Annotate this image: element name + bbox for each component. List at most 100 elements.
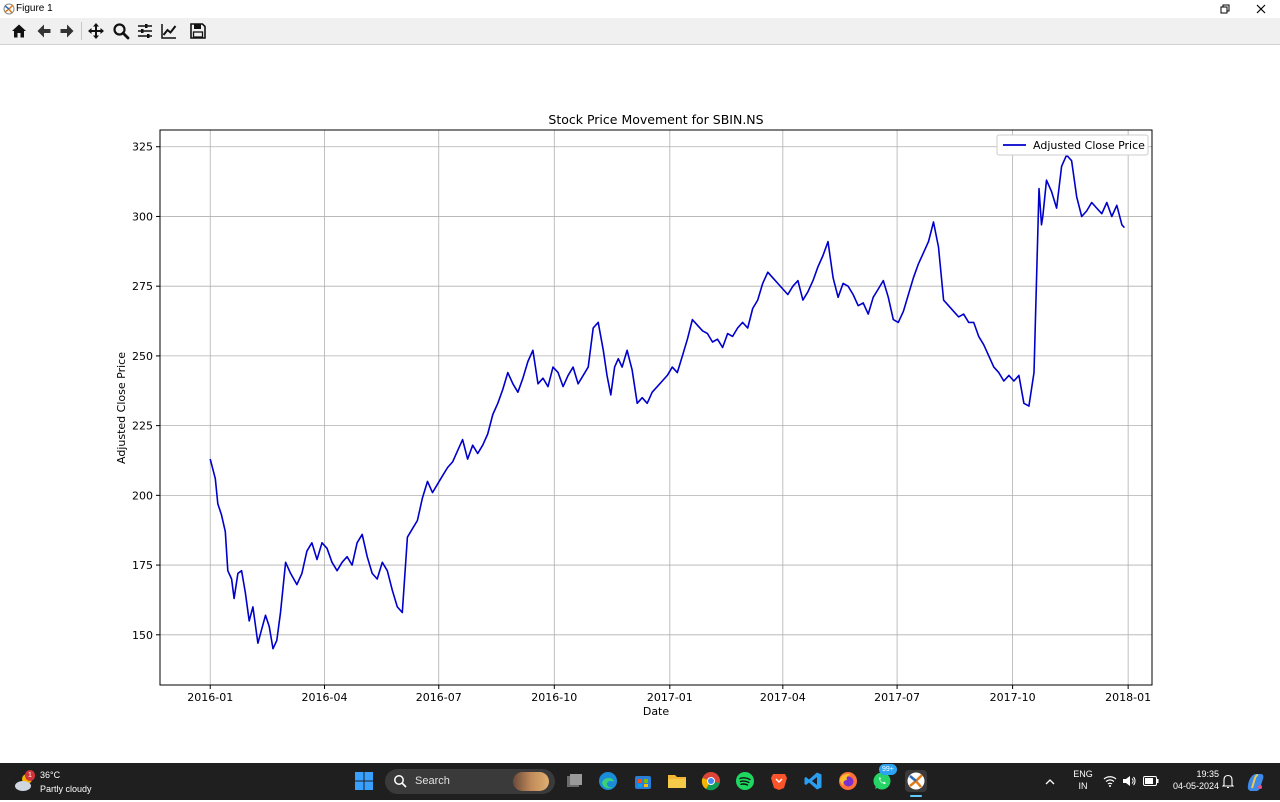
- y-tick-label: 300: [132, 210, 153, 223]
- store-icon: [635, 776, 651, 789]
- toolbar-separator: [81, 22, 82, 40]
- line-chart-icon: [161, 24, 177, 39]
- chevron-up-icon: [1045, 779, 1055, 785]
- chart-axes: 150 175 200 225 250 275 300 325 2016-01 2016-04 20…: [132, 129, 1153, 704]
- configure-subplots-button[interactable]: [134, 20, 156, 42]
- language-code: ENG: [1073, 769, 1093, 779]
- weather-widget[interactable]: 1 36°C Partly cloudy: [12, 767, 122, 797]
- sliders-icon: [138, 24, 152, 38]
- y-tick-label: 150: [132, 629, 153, 642]
- x-tick-label: 2016-04: [302, 691, 348, 704]
- language-indicator[interactable]: ENG IN: [1069, 763, 1097, 800]
- y-tick-label: 325: [132, 141, 153, 154]
- copilot-icon: [1247, 774, 1264, 791]
- x-tick-label: 2016-01: [187, 691, 233, 704]
- chrome-icon: [701, 772, 720, 791]
- taskbar-search[interactable]: Search: [385, 769, 555, 794]
- close-icon: [1256, 4, 1266, 14]
- y-tick-label: 200: [132, 489, 153, 502]
- taskbar-vscode[interactable]: [802, 770, 824, 792]
- x-tick-label: 2017-07: [874, 691, 920, 704]
- task-view-icon: [567, 774, 582, 787]
- zoom-button[interactable]: [110, 20, 132, 42]
- matplotlib-icon: [907, 772, 925, 790]
- x-axis-label: Date: [643, 705, 670, 718]
- edge-icon: [599, 772, 617, 790]
- firefox-icon: [839, 772, 857, 790]
- legend-label: Adjusted Close Price: [1033, 139, 1145, 152]
- edit-axis-button[interactable]: [158, 20, 180, 42]
- taskbar-firefox[interactable]: [837, 770, 859, 792]
- taskbar-task-view[interactable]: [563, 770, 585, 792]
- clock-date: 04-05-2024: [1172, 781, 1219, 791]
- home-button[interactable]: [8, 20, 30, 42]
- window-title: Figure 1: [16, 3, 53, 14]
- clock-time: 19:35: [1196, 769, 1219, 779]
- x-tick-label: 2017-04: [760, 691, 806, 704]
- y-tick-label: 275: [132, 280, 153, 293]
- x-tick-label: 2016-07: [416, 691, 462, 704]
- whatsapp-icon: [873, 772, 891, 790]
- series-line-adjusted-close: [209, 154, 1125, 650]
- window-title-bar: Figure 1: [0, 0, 1280, 18]
- y-tick-label: 250: [132, 350, 153, 363]
- taskbar-file-explorer[interactable]: [666, 770, 688, 792]
- home-icon: [12, 24, 26, 38]
- figure-canvas[interactable]: 150 175 200 225 250 275 300 325 2016-01 2016-04 20…: [0, 45, 1280, 763]
- volume-icon: [1123, 776, 1136, 786]
- x-tick-label: 2017-01: [647, 691, 693, 704]
- figure-toolbar: [0, 18, 1280, 45]
- active-indicator: [910, 795, 922, 797]
- taskbar-spotify[interactable]: [734, 770, 756, 792]
- taskbar-edge[interactable]: [597, 770, 619, 792]
- x-tick-label: 2017-10: [990, 691, 1036, 704]
- chart-grid: [160, 130, 1152, 685]
- vscode-icon: [804, 772, 822, 790]
- weather-condition: Partly cloudy: [40, 784, 92, 794]
- taskbar-brave[interactable]: [768, 770, 790, 792]
- search-placeholder: Search: [415, 775, 450, 787]
- whatsapp-badge: 99+: [879, 764, 897, 775]
- chart-legend: Adjusted Close Price: [996, 134, 1149, 156]
- region-code: IN: [1078, 781, 1088, 791]
- bell-icon: [1221, 774, 1235, 788]
- magnifier-icon: [113, 23, 130, 40]
- chart-title: Stock Price Movement for SBIN.NS: [548, 112, 763, 127]
- windows-logo-icon: [355, 772, 373, 790]
- save-button[interactable]: [187, 20, 209, 42]
- restore-icon: [1220, 4, 1230, 14]
- tray-overflow-button[interactable]: [1043, 763, 1061, 800]
- start-button[interactable]: [353, 770, 375, 792]
- copilot-button[interactable]: [1245, 763, 1267, 800]
- taskbar-chrome[interactable]: [700, 770, 722, 792]
- pan-button[interactable]: [85, 20, 107, 42]
- x-tick-label: 2016-10: [531, 691, 577, 704]
- taskbar-matplotlib-figure[interactable]: [905, 770, 927, 797]
- arrow-right-icon: [60, 24, 74, 38]
- notifications-button[interactable]: [1221, 763, 1236, 800]
- y-tick-label: 175: [132, 559, 153, 572]
- back-button[interactable]: [33, 20, 55, 42]
- forward-button[interactable]: [56, 20, 78, 42]
- clock[interactable]: 19:35 04-05-2024: [1163, 763, 1219, 800]
- spotify-icon: [736, 772, 754, 790]
- y-axis-label: Adjusted Close Price: [115, 352, 128, 464]
- matplotlib-app-icon: [3, 3, 15, 15]
- move-icon: [88, 23, 104, 39]
- y-tick-label: 225: [132, 420, 153, 433]
- wifi-icon: [1103, 776, 1117, 787]
- system-status-cluster[interactable]: [1103, 763, 1163, 800]
- weather-alert-badge: 1: [25, 770, 35, 781]
- weather-temp: 36°C: [40, 770, 61, 780]
- plot-frame: [159, 129, 1153, 686]
- close-button[interactable]: [1243, 0, 1279, 18]
- x-tick-label: 2018-01: [1105, 691, 1151, 704]
- floppy-disk-icon: [190, 23, 206, 39]
- brave-icon: [771, 774, 787, 790]
- arrow-left-icon: [37, 24, 51, 38]
- taskbar-store[interactable]: [632, 770, 654, 792]
- taskbar-whatsapp[interactable]: 99+: [871, 764, 897, 792]
- folder-icon: [668, 775, 686, 788]
- restore-button[interactable]: [1207, 0, 1243, 18]
- taskbar: 1 36°C Partly cloudy Search 99+: [0, 763, 1280, 800]
